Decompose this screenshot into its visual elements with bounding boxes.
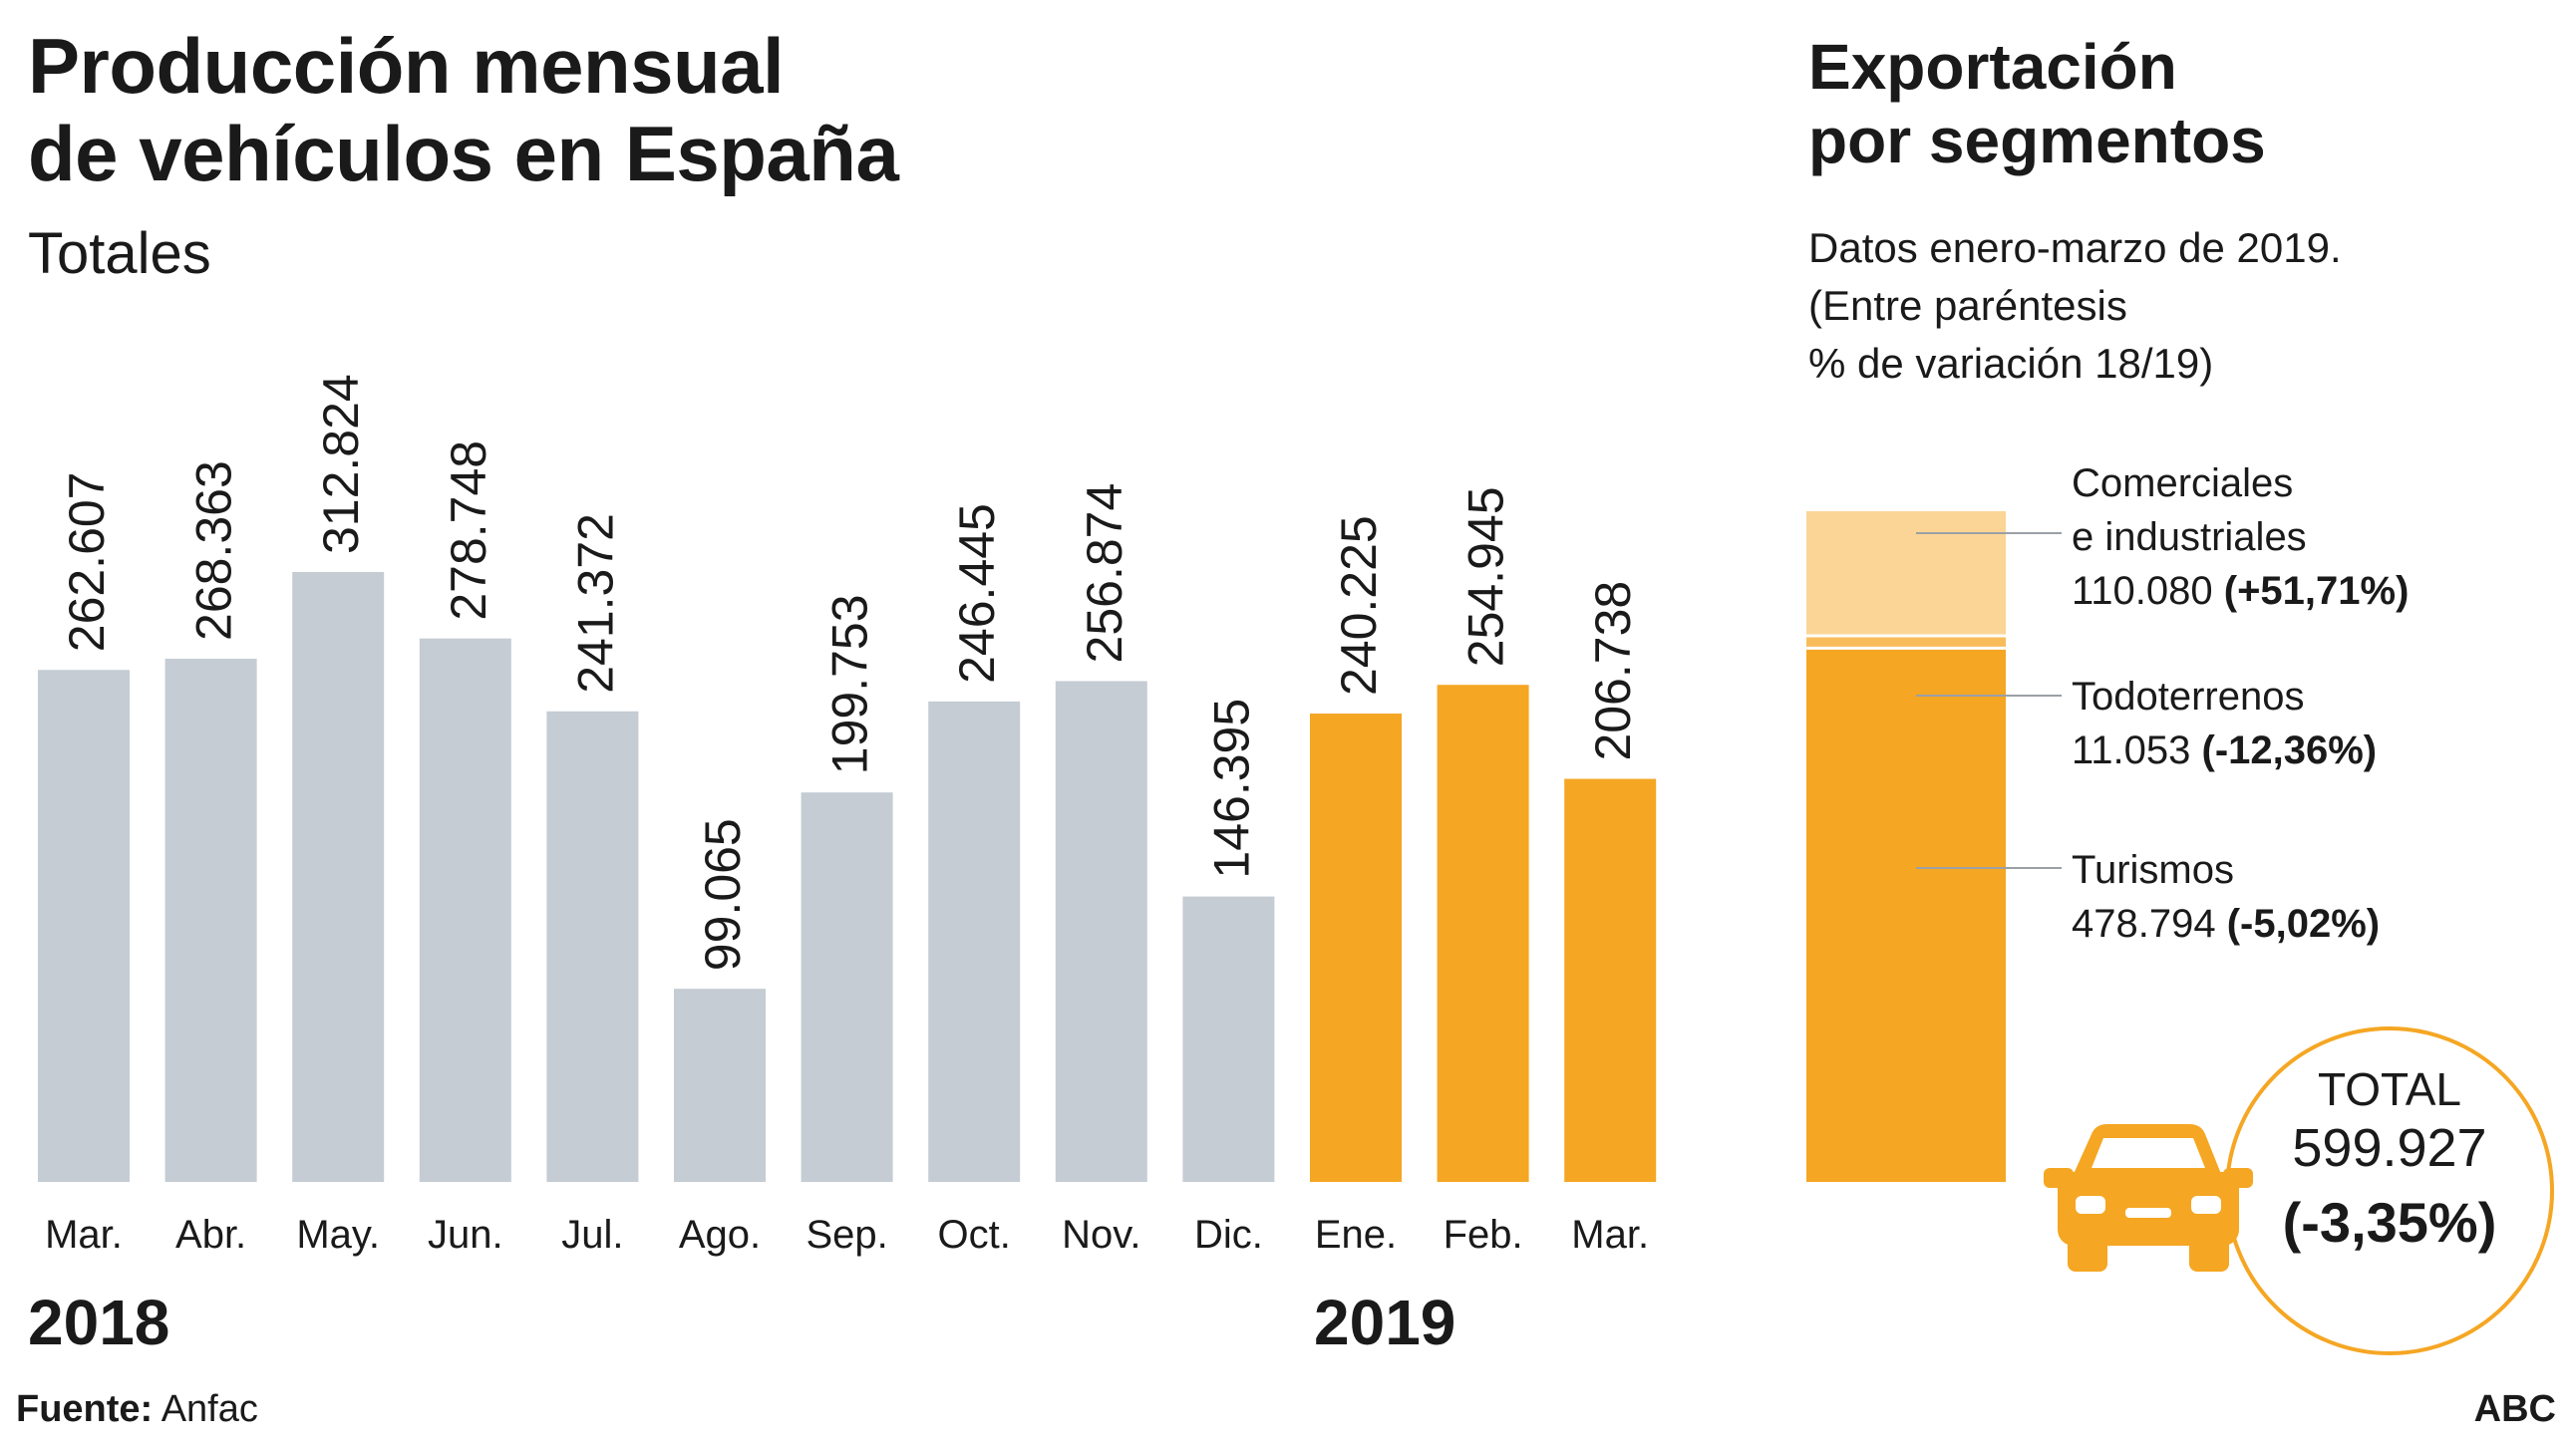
segment-name-comerciales-1: Comerciales	[2072, 461, 2294, 505]
bar-value-label-6: 199.753	[822, 594, 878, 774]
bar-value-label-7: 246.445	[949, 503, 1005, 684]
category-label-6: Sep.	[805, 1213, 887, 1257]
category-label-1: Abr.	[175, 1213, 246, 1257]
bar-value-label-8: 256.874	[1077, 483, 1132, 664]
category-label-12: Mar.	[1571, 1213, 1649, 1257]
bar-value-label-2: 312.824	[313, 374, 369, 554]
bar-5	[674, 989, 766, 1182]
bar-4	[546, 711, 639, 1182]
bar-value-label-10: 240.225	[1331, 515, 1387, 696]
bar-1	[164, 658, 257, 1182]
total-variation: (-3,35%)	[2282, 1191, 2497, 1254]
production-bar-chart: 262.607 Mar. 268.363 Abr. 312.824 May. 278.748…	[38, 374, 1657, 1257]
category-label-4: Jul.	[561, 1213, 623, 1257]
bar-7	[928, 701, 1021, 1182]
bar-value-label-12: 206.738	[1585, 581, 1641, 761]
bar-value-label-1: 268.363	[186, 460, 242, 641]
export-title: Exportación por segmentos	[1808, 30, 2266, 177]
car-icon	[2044, 1124, 2253, 1272]
segment-name-todoterrenos: Todoterrenos	[2072, 675, 2305, 719]
source-name: Anfac	[161, 1388, 258, 1430]
bar-value-label-3: 278.748	[441, 440, 496, 621]
segment-value-comerciales: 110.080	[2072, 569, 2213, 613]
export-stacked-bar	[1806, 511, 2062, 1182]
category-label-3: Jun.	[428, 1213, 503, 1257]
category-label-0: Mar.	[45, 1213, 123, 1257]
export-note-line1: Datos enero-marzo de 2019.	[1808, 224, 2342, 271]
bar-11	[1437, 685, 1529, 1182]
bar-0	[38, 670, 130, 1182]
bar-10	[1310, 714, 1402, 1182]
category-label-2: May.	[296, 1213, 380, 1257]
total-label: TOTAL	[2318, 1063, 2461, 1115]
category-label-8: Nov.	[1062, 1213, 1140, 1257]
bar-3	[419, 638, 511, 1182]
export-note-line3: % de variación 18/19)	[1808, 340, 2214, 387]
segment-bar-2	[1806, 511, 2006, 635]
export-title-line1: Exportación	[1808, 31, 2177, 103]
export-note-line2: (Entre paréntesis	[1808, 282, 2127, 329]
segment-value-turismos: 478.794	[2072, 902, 2216, 946]
segment-label-todoterrenos: Todoterrenos 11.053 (-12,36%)	[2072, 670, 2377, 777]
category-label-11: Feb.	[1444, 1213, 1523, 1257]
year-label-2019: 2019	[1314, 1287, 1456, 1358]
bar-6	[801, 792, 893, 1182]
bar-value-label-11: 254.945	[1458, 486, 1514, 667]
chart-title: Producción mensual de vehículos en Españ…	[28, 22, 899, 197]
export-title-line2: por segmentos	[1808, 105, 2266, 176]
segment-name-comerciales-2: e industriales	[2072, 515, 2307, 559]
source-label: Fuente:	[16, 1388, 154, 1430]
category-label-5: Ago.	[679, 1213, 761, 1257]
bar-value-label-0: 262.607	[59, 471, 115, 652]
chart-title-line1: Producción mensual	[28, 22, 785, 110]
segment-value-todoterrenos: 11.053	[2072, 728, 2191, 772]
segment-label-comerciales: Comerciales e industriales 110.080 (+51,…	[2072, 456, 2409, 618]
category-label-9: Dic.	[1194, 1213, 1263, 1257]
segment-var-todoterrenos: (-12,36%)	[2201, 728, 2378, 772]
brand-logo: ABC	[2473, 1388, 2556, 1430]
bar-2	[292, 572, 385, 1182]
bar-9	[1182, 896, 1275, 1182]
category-label-7: Oct.	[938, 1213, 1011, 1257]
source-note: Fuente: Anfac	[16, 1387, 258, 1431]
bar-value-label-5: 99.065	[695, 818, 751, 971]
year-label-2018: 2018	[28, 1287, 170, 1358]
segment-bar-0	[1806, 649, 2006, 1182]
export-note: Datos enero-marzo de 2019. (Entre parént…	[1808, 219, 2342, 393]
segment-var-comerciales: (+51,71%)	[2223, 569, 2410, 613]
segment-label-turismos: Turismos 478.794 (-5,02%)	[2072, 843, 2380, 951]
total-circle	[2225, 1026, 2554, 1355]
bar-value-label-9: 146.395	[1203, 699, 1259, 879]
total-value: 599.927	[2292, 1118, 2487, 1178]
bar-8	[1055, 681, 1147, 1182]
category-label-10: Ene.	[1315, 1213, 1397, 1257]
segment-bar-1	[1806, 637, 2006, 647]
bar-value-label-4: 241.372	[567, 513, 623, 694]
segment-var-turismos: (-5,02%)	[2226, 902, 2381, 946]
bar-12	[1564, 778, 1657, 1182]
segment-name-turismos: Turismos	[2072, 848, 2234, 892]
chart-title-line2: de vehículos en España	[28, 110, 899, 197]
chart-subtitle: Totales	[28, 221, 211, 286]
